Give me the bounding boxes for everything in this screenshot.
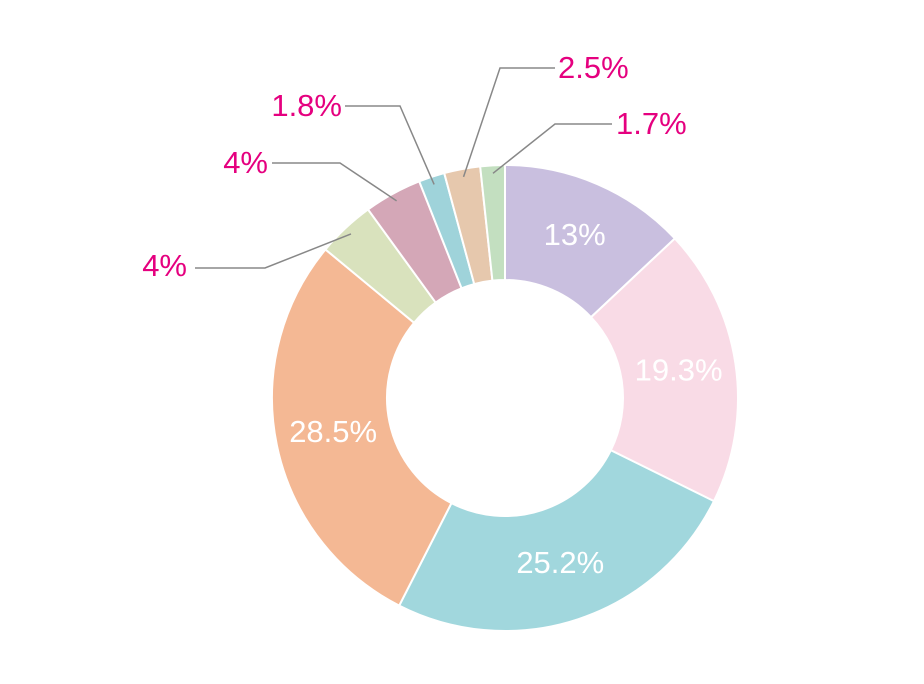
leader-line	[492, 123, 612, 174]
donut-slice	[397, 448, 716, 632]
data-label: 25.2%	[516, 545, 604, 580]
donut-slice	[589, 237, 739, 503]
data-label: 19.3%	[635, 352, 723, 387]
data-label: 28.5%	[289, 414, 377, 449]
data-label: 13%	[544, 217, 606, 252]
data-label: 1.8%	[271, 88, 342, 123]
data-label: 1.7%	[616, 106, 687, 141]
data-label: 2.5%	[558, 50, 629, 85]
data-label: 4%	[142, 248, 187, 283]
donut-slice	[479, 163, 506, 282]
data-label: 4%	[223, 145, 268, 180]
leader-line	[195, 233, 352, 269]
leader-line	[462, 67, 555, 178]
donut-slice	[271, 248, 453, 607]
leader-line	[345, 105, 435, 185]
leader-line	[272, 162, 398, 202]
